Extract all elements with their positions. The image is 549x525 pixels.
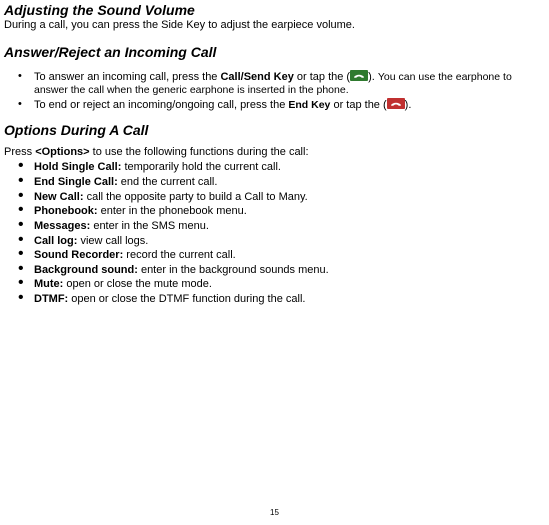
list-answer-reject: To answer an incoming call, press the Ca… <box>4 70 549 112</box>
list-item: Hold Single Call: temporarily hold the c… <box>34 161 549 174</box>
text-bold: Hold Single Call: <box>34 161 121 173</box>
list-item: Background sound: enter in the backgroun… <box>34 264 549 277</box>
text-bold: Background sound: <box>34 264 138 276</box>
text-fragment: or tap the ( <box>294 71 350 83</box>
text-fragment: enter in the phonebook menu. <box>98 205 247 217</box>
text-fragment: to use the following functions during th… <box>90 146 309 158</box>
text-bold: Mute: <box>34 278 63 290</box>
text-fragment: To end or reject an incoming/ongoing cal… <box>34 99 288 111</box>
list-item: End Single Call: end the current call. <box>34 176 549 189</box>
text-fragment: ). <box>405 99 412 111</box>
text-fragment: record the current call. <box>123 249 236 261</box>
list-options: Hold Single Call: temporarily hold the c… <box>4 161 549 305</box>
list-item: Messages: enter in the SMS menu. <box>34 220 549 233</box>
heading-answer-reject: Answer/Reject an Incoming Call <box>4 44 549 60</box>
list-item: To answer an incoming call, press the Ca… <box>34 70 549 96</box>
text-bold: <Options> <box>35 146 89 158</box>
list-item: Call log: view call logs. <box>34 235 549 248</box>
text-fragment: end the current call. <box>118 176 218 188</box>
text-bold: Phonebook: <box>34 205 98 217</box>
text-bold: Call/Send Key <box>220 71 293 83</box>
list-item: Phonebook: enter in the phonebook menu. <box>34 205 549 218</box>
text-fragment: open or close the mute mode. <box>63 278 212 290</box>
list-item: New Call: call the opposite party to bui… <box>34 191 549 204</box>
text-fragment: To answer an incoming call, press the <box>34 71 220 83</box>
text-fragment: ). <box>368 71 378 83</box>
text-fragment: enter in the SMS menu. <box>90 220 209 232</box>
heading-adjusting-volume: Adjusting the Sound Volume <box>4 2 549 18</box>
text-bold: End Single Call: <box>34 176 118 188</box>
text-fragment: enter in the background sounds menu. <box>138 264 329 276</box>
text-fragment: or tap the ( <box>330 99 386 111</box>
text-bold: Messages: <box>34 220 90 232</box>
list-item: Mute: open or close the mute mode. <box>34 278 549 291</box>
paragraph-options-intro: Press <Options> to use the following fun… <box>4 146 549 159</box>
list-item: Sound Recorder: record the current call. <box>34 249 549 262</box>
list-item: DTMF: open or close the DTMF function du… <box>34 293 549 306</box>
text-bold: DTMF: <box>34 293 68 305</box>
heading-options-during-call: Options During A Call <box>4 122 549 138</box>
text-fragment: view call logs. <box>77 235 148 247</box>
text-fragment: call the opposite party to build a Call … <box>84 191 308 203</box>
text-bold: Call log: <box>34 235 77 247</box>
answer-call-icon <box>350 70 368 81</box>
text-fragment: open or close the DTMF function during t… <box>68 293 305 305</box>
text-fragment: Press <box>4 146 35 158</box>
paragraph-adjusting-volume: During a call, you can press the Side Ke… <box>4 19 549 32</box>
text-bold: End Key <box>288 99 330 111</box>
text-bold: Sound Recorder: <box>34 249 123 261</box>
text-fragment: temporarily hold the current call. <box>121 161 281 173</box>
end-call-icon <box>387 98 405 109</box>
list-item: To end or reject an incoming/ongoing cal… <box>34 98 549 112</box>
page-number: 15 <box>0 508 549 517</box>
text-bold: New Call: <box>34 191 84 203</box>
